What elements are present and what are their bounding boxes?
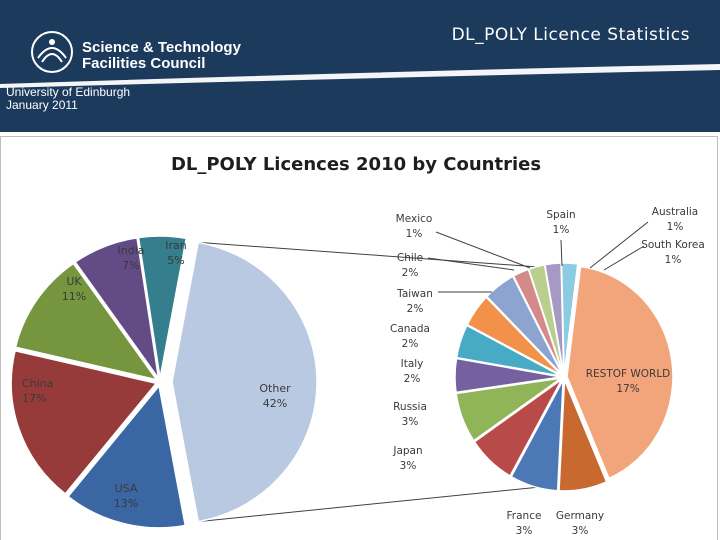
label-value-italy: 2% — [404, 373, 421, 385]
chart-title: DL_POLY Licences 2010 by Countries — [171, 154, 541, 175]
connector-line-top — [198, 241, 553, 269]
label-name-south-korea: South Korea — [641, 239, 705, 251]
meta-date: January 2011 — [6, 98, 78, 112]
label-value-south-korea: 1% — [665, 254, 682, 266]
label-name-russia: Russia — [393, 401, 427, 413]
label-value-china: 17% — [22, 392, 46, 405]
header-banner: Science & Technology Facilities Council … — [0, 0, 720, 132]
label-name-japan: Japan — [392, 445, 422, 457]
breakdown-slice-russia — [455, 377, 562, 442]
connector-lines — [198, 241, 553, 523]
label-name-usa: USA — [115, 482, 138, 495]
banner-swoosh — [0, 64, 720, 88]
label-name-italy: Italy — [401, 358, 424, 370]
chart-frame — [0, 136, 718, 540]
label-name-france: France — [507, 510, 542, 522]
breakdown-slice-restof-world — [566, 265, 674, 480]
main-pie — [10, 235, 318, 529]
label-name-canada: Canada — [390, 323, 430, 335]
breakdown-slice-italy — [454, 357, 562, 394]
label-name-spain: Spain — [546, 209, 575, 221]
label-value-iran: 5% — [167, 254, 184, 267]
label-value-mexico: 1% — [406, 228, 423, 240]
breakdown-slice-germany — [558, 379, 608, 492]
breakdown-slice-japan — [473, 378, 563, 478]
label-name-restof-world: RESTOF WORLD — [586, 368, 671, 380]
label-value-taiwan: 2% — [407, 303, 424, 315]
label-name-chile: Chile — [397, 252, 423, 264]
label-value-uk: 11% — [62, 290, 86, 303]
connector-line-bottom — [198, 485, 551, 523]
label-name-taiwan: Taiwan — [396, 288, 433, 300]
organization-name: Science & Technology Facilities Council — [82, 40, 241, 72]
label-name-uk: UK — [66, 275, 82, 288]
stfc-logo-icon — [31, 31, 73, 73]
org-name-line2: Facilities Council — [82, 55, 206, 72]
leader-line-spain — [560, 239, 563, 267]
label-name-australia: Australia — [652, 206, 698, 218]
label-value-chile: 2% — [402, 267, 419, 279]
label-name-china: China — [22, 377, 53, 390]
label-value-india: 7% — [122, 259, 139, 272]
leader-line-mexico — [435, 231, 531, 269]
label-value-canada: 2% — [402, 338, 419, 350]
pie-slice-india — [74, 237, 160, 379]
leader-line-australia — [589, 221, 649, 269]
label-name-india: India — [118, 244, 145, 257]
pie-slice-iran — [137, 235, 188, 379]
breakdown-pie — [454, 262, 674, 492]
label-value-restof-world: 17% — [616, 383, 639, 395]
breakdown-slice-taiwan — [466, 296, 563, 376]
slide-title: DL_POLY Licence Statistics — [451, 25, 690, 45]
label-name-other: Other — [259, 382, 291, 395]
label-name-germany: Germany — [556, 510, 604, 522]
org-name-line1: Science & Technology — [82, 39, 241, 56]
pie-slice-other — [171, 241, 318, 523]
slice-labels: Other 42% USA 13% China 17% UK 11% India 7% Iran 5%… — [22, 206, 705, 537]
label-value-japan: 3% — [400, 460, 417, 472]
label-value-australia: 1% — [667, 221, 684, 233]
breakdown-slice-france — [510, 379, 564, 492]
meta-venue: University of Edinburgh — [6, 85, 131, 99]
pie-slice-china — [10, 349, 158, 495]
label-value-france: 3% — [516, 525, 533, 537]
label-value-other: 42% — [263, 397, 287, 410]
leader-line-south-korea — [603, 245, 645, 271]
presentation-meta: University of Edinburgh January 2011 — [6, 86, 130, 112]
label-value-spain: 1% — [553, 224, 570, 236]
pie-slice-uk — [14, 262, 159, 381]
pie-slice-usa — [67, 384, 187, 529]
leader-line-chile — [427, 257, 515, 271]
label-name-iran: Iran — [165, 239, 187, 252]
label-value-usa: 13% — [114, 497, 138, 510]
label-value-russia: 3% — [402, 416, 419, 428]
breakdown-slice-canada — [455, 324, 562, 377]
label-name-mexico: Mexico — [396, 213, 433, 225]
label-value-germany: 3% — [572, 525, 589, 537]
